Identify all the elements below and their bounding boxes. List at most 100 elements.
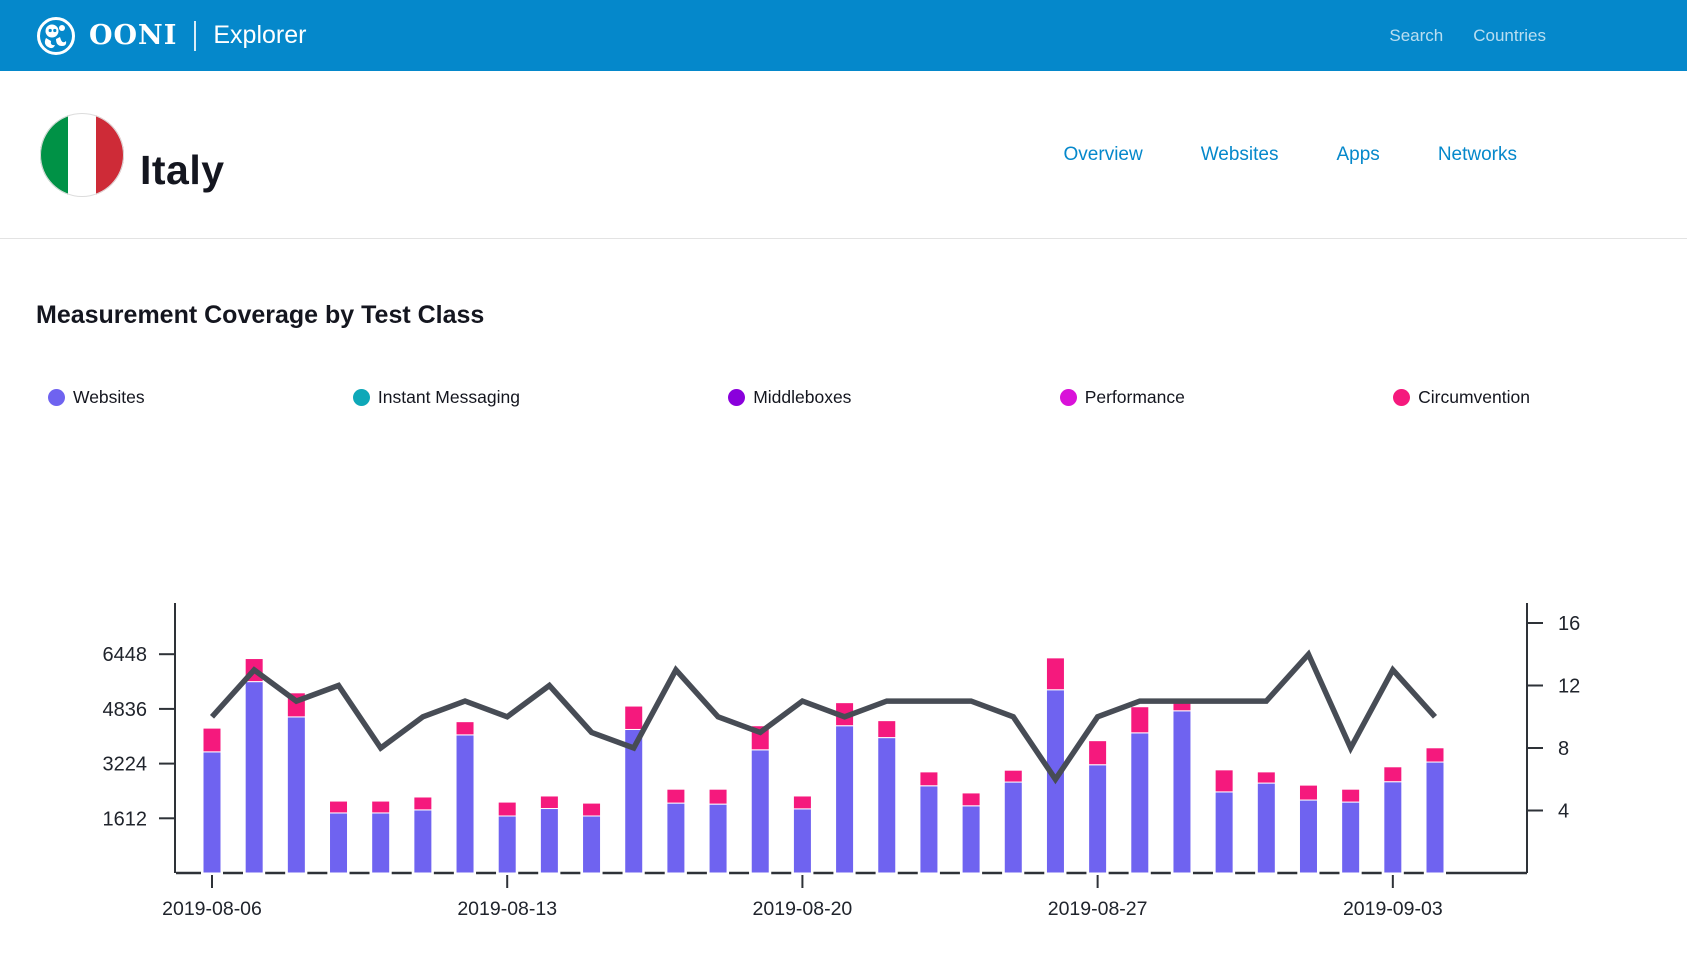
bar-websites-2019-08-24 bbox=[961, 805, 981, 874]
x-axis-tick-label: 2019-08-27 bbox=[1048, 898, 1148, 920]
nav-item-websites[interactable]: Websites bbox=[1200, 143, 1279, 165]
coverage-chart[interactable]: 1612 3224 4836 6448 4 8 12 16 2019-08-06 2019-08-… bbox=[0, 520, 1687, 951]
bar-circumvention-2019-09-03 bbox=[1383, 766, 1403, 783]
legend-dot-icon bbox=[352, 389, 370, 406]
right-axis-tick-label: 16 bbox=[1558, 613, 1580, 635]
bar-circumvention-2019-09-04 bbox=[1425, 747, 1445, 763]
bar-circumvention-2019-08-26 bbox=[1045, 657, 1065, 691]
page-title: Italy bbox=[140, 147, 225, 194]
app-header: OONI Explorer Search Countries bbox=[0, 0, 1687, 71]
legend-item-instant-messaging[interactable]: Instant Messaging bbox=[352, 387, 520, 408]
brand-separator bbox=[194, 20, 197, 51]
legend-dot-icon bbox=[1059, 389, 1077, 406]
left-axis-tick-label: 4836 bbox=[103, 699, 148, 721]
bar-circumvention-2019-08-16 bbox=[624, 705, 644, 730]
networks-line bbox=[209, 649, 1438, 785]
right-axis-tick-label: 4 bbox=[1558, 801, 1569, 823]
bar-websites-2019-09-01 bbox=[1298, 799, 1318, 874]
x-axis-tick-label: 2019-08-20 bbox=[753, 898, 853, 920]
brand-name: OONI bbox=[89, 20, 178, 51]
legend-label: Middleboxes bbox=[753, 387, 852, 407]
bar-circumvention-2019-08-30 bbox=[1214, 769, 1234, 793]
bar-websites-2019-08-28 bbox=[1130, 732, 1150, 874]
bar-websites-2019-08-14 bbox=[539, 808, 559, 874]
legend-label: Instant Messaging bbox=[377, 387, 520, 407]
bar-circumvention-2019-08-27 bbox=[1088, 740, 1108, 766]
country-nav: Overview Websites Apps Networks bbox=[1064, 71, 1517, 238]
bar-websites-2019-08-16 bbox=[624, 728, 644, 874]
chart-legend: Websites Instant Messaging Middleboxes Perf… bbox=[48, 387, 1530, 408]
bar-websites-2019-08-19 bbox=[750, 749, 770, 874]
bar-websites-2019-08-18 bbox=[708, 803, 728, 874]
legend-dot-icon bbox=[1393, 389, 1411, 406]
bar-websites-2019-08-29 bbox=[1172, 710, 1192, 874]
left-axis-tick-label: 6448 bbox=[103, 644, 148, 666]
bar-websites-2019-08-21 bbox=[835, 725, 855, 874]
bar-websites-2019-08-10 bbox=[371, 812, 391, 874]
appbar-link-countries[interactable]: Countries bbox=[1473, 25, 1546, 45]
x-axis-tick-label: 2019-08-06 bbox=[162, 898, 262, 920]
bar-websites-2019-08-27 bbox=[1088, 764, 1108, 874]
bar-circumvention-2019-08-20 bbox=[792, 795, 812, 810]
brand[interactable]: OONI Explorer bbox=[36, 16, 306, 56]
bar-websites-2019-08-31 bbox=[1256, 782, 1276, 874]
nav-item-apps[interactable]: Apps bbox=[1336, 143, 1380, 165]
bar-websites-2019-08-13 bbox=[497, 815, 517, 874]
bar-websites-2019-08-15 bbox=[582, 815, 602, 874]
bar-circumvention-2019-08-11 bbox=[413, 796, 433, 811]
bar-websites-2019-08-08 bbox=[286, 716, 306, 874]
bar-websites-2019-08-23 bbox=[919, 785, 939, 874]
bar-circumvention-2019-08-28 bbox=[1130, 706, 1150, 734]
bar-circumvention-2019-09-02 bbox=[1341, 788, 1361, 803]
x-axis-tick-label: 2019-08-13 bbox=[457, 898, 557, 920]
bar-circumvention-2019-08-17 bbox=[666, 788, 686, 804]
appbar-links: Search Countries bbox=[1389, 26, 1546, 46]
bar-websites-2019-08-17 bbox=[666, 802, 686, 874]
bar-circumvention-2019-08-09 bbox=[329, 800, 349, 814]
legend-item-middleboxes[interactable]: Middleboxes bbox=[728, 387, 851, 408]
bar-circumvention-2019-08-14 bbox=[539, 795, 559, 810]
bar-websites-2019-09-03 bbox=[1383, 781, 1403, 874]
legend-item-performance[interactable]: Performance bbox=[1059, 387, 1185, 408]
bar-circumvention-2019-08-12 bbox=[455, 721, 475, 736]
bar-circumvention-2019-08-13 bbox=[497, 801, 517, 817]
bar-websites-2019-08-12 bbox=[455, 734, 475, 874]
bar-circumvention-2019-08-24 bbox=[961, 792, 981, 807]
appbar-link-search[interactable]: Search bbox=[1389, 25, 1444, 45]
country-hero: Italy Overview Websites Apps Networks bbox=[0, 71, 1687, 239]
nav-item-overview[interactable]: Overview bbox=[1063, 143, 1143, 165]
bar-websites-2019-09-04 bbox=[1425, 761, 1445, 874]
bar-websites-2019-08-07 bbox=[244, 681, 264, 874]
legend-label: Performance bbox=[1084, 387, 1185, 407]
bar-circumvention-2019-08-15 bbox=[582, 802, 602, 817]
legend-dot-icon bbox=[48, 389, 65, 406]
bar-circumvention-2019-08-23 bbox=[919, 771, 939, 787]
bar-circumvention-2019-08-10 bbox=[371, 800, 391, 814]
bar-websites-2019-08-25 bbox=[1003, 781, 1023, 874]
bar-websites-2019-08-11 bbox=[413, 809, 433, 874]
nav-item-networks[interactable]: Networks bbox=[1437, 143, 1517, 165]
legend-item-websites[interactable]: Websites bbox=[48, 387, 145, 408]
bar-websites-2019-08-09 bbox=[329, 812, 349, 874]
bar-circumvention-2019-08-31 bbox=[1256, 771, 1276, 784]
bar-websites-2019-08-22 bbox=[877, 737, 897, 874]
italy-flag-icon bbox=[40, 113, 124, 197]
bar-circumvention-2019-08-06 bbox=[202, 727, 222, 753]
bar-websites-2019-08-20 bbox=[792, 808, 812, 874]
left-axis-tick-label: 1612 bbox=[103, 808, 148, 830]
ooni-logo-icon bbox=[37, 16, 75, 55]
bar-circumvention-2019-08-22 bbox=[877, 720, 897, 739]
bar-websites-2019-08-06 bbox=[202, 751, 222, 874]
bar-circumvention-2019-09-01 bbox=[1298, 784, 1318, 801]
bar-circumvention-2019-08-25 bbox=[1003, 769, 1023, 783]
bar-websites-2019-08-30 bbox=[1214, 791, 1234, 874]
bar-websites-2019-09-02 bbox=[1341, 801, 1361, 874]
right-axis-tick-label: 8 bbox=[1558, 738, 1569, 760]
left-axis-tick-label: 3224 bbox=[103, 754, 148, 776]
legend-item-circumvention[interactable]: Circumvention bbox=[1393, 387, 1530, 408]
right-axis-tick-label: 12 bbox=[1558, 676, 1580, 698]
coverage-chart-svg[interactable]: 1612 3224 4836 6448 4 8 12 16 2019-08-06 2019-08-… bbox=[0, 520, 1687, 951]
legend-label: Circumvention bbox=[1418, 387, 1530, 407]
brand-subname: Explorer bbox=[213, 21, 307, 49]
